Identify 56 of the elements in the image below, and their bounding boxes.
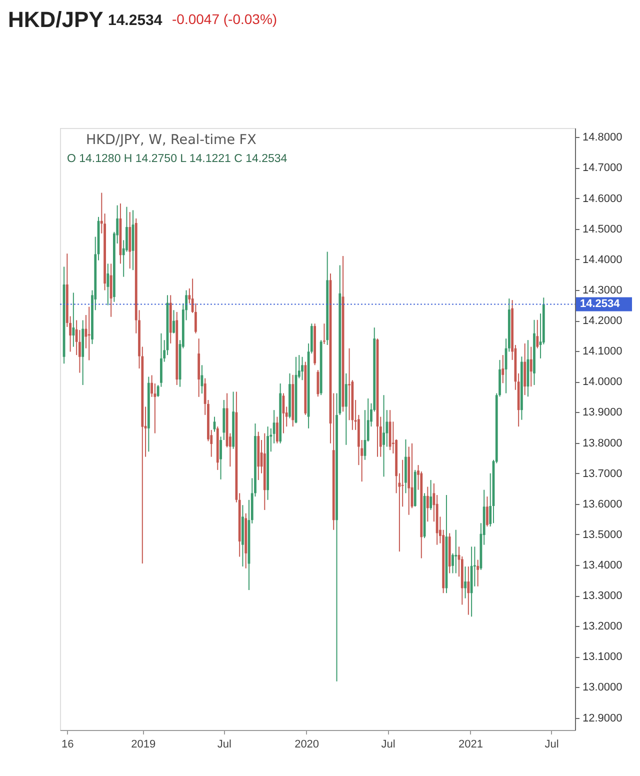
candlestick xyxy=(276,416,278,444)
candlestick xyxy=(316,370,320,398)
x-tick-label: 2021 xyxy=(458,738,483,750)
candlestick xyxy=(530,346,532,388)
x-tick-label: Jul xyxy=(217,738,232,750)
chart-title: HKD/JPY xyxy=(8,7,104,32)
y-tick-label: 13.4000 xyxy=(582,559,622,572)
candlestick xyxy=(72,292,75,348)
y-tick-label: 14.6000 xyxy=(582,192,622,205)
candlestick xyxy=(502,354,504,384)
y-tick-label: 12.9000 xyxy=(582,712,622,724)
candlestick xyxy=(536,319,539,349)
x-tick-label: Jul xyxy=(544,738,559,750)
candlestick xyxy=(323,323,326,345)
y-tick-label: 13.3000 xyxy=(582,590,622,602)
x-tick-label: 2019 xyxy=(131,738,156,750)
candlestick xyxy=(220,436,222,480)
x-tick-label: Jul xyxy=(381,738,396,750)
candlestick xyxy=(430,480,432,510)
y-tick-label: 13.1000 xyxy=(582,651,622,664)
candlestick xyxy=(476,559,480,587)
y-tick-label: 13.8000 xyxy=(582,437,622,450)
candlestick xyxy=(110,263,112,318)
y-tick-label: 13.5000 xyxy=(582,528,622,541)
ref-line-label: 14.2534 xyxy=(580,298,621,310)
candlestick xyxy=(464,566,466,599)
y-tick-label: 14.7000 xyxy=(582,162,622,174)
candlestick xyxy=(301,356,304,381)
y-tick-label: 14.0000 xyxy=(582,376,622,388)
annotation: O 14.1280 H 14.2750 L 14.1221 C 14.2534 xyxy=(67,153,288,165)
x-tick-label: 2020 xyxy=(294,738,320,750)
y-tick-label: 13.6000 xyxy=(582,498,622,510)
y-tick-label: 13.7000 xyxy=(582,468,622,480)
candlestick xyxy=(486,496,488,527)
y-tick-label: 13.9000 xyxy=(582,406,622,419)
candlestick xyxy=(106,263,110,306)
y-tick-label: 13.0000 xyxy=(582,682,622,694)
text: -0.0047 (-0.03%) xyxy=(172,11,278,27)
chart-subtitle: 14.2534 xyxy=(108,12,163,29)
candlestick xyxy=(401,459,404,508)
x-tick-label: 16 xyxy=(62,738,74,750)
candlestick xyxy=(348,348,350,421)
y-tick-label: 14.4000 xyxy=(582,254,622,266)
y-tick-label: 13.2000 xyxy=(582,620,622,633)
candlestick xyxy=(426,486,429,522)
y-tick-label: 14.8000 xyxy=(582,132,622,144)
y-tick-label: 14.2000 xyxy=(582,315,622,328)
y-tick-label: 14.1000 xyxy=(582,346,622,358)
y-tick-label: 14.5000 xyxy=(582,223,622,236)
annotation: HKD/JPY, W, Real-time FX xyxy=(86,132,256,148)
candlestick xyxy=(454,529,458,574)
candlestick xyxy=(467,566,470,616)
candlestick xyxy=(172,310,175,334)
y-tick-label: 14.3000 xyxy=(582,284,622,296)
candlestick xyxy=(344,372,348,446)
candlestick xyxy=(382,394,385,478)
